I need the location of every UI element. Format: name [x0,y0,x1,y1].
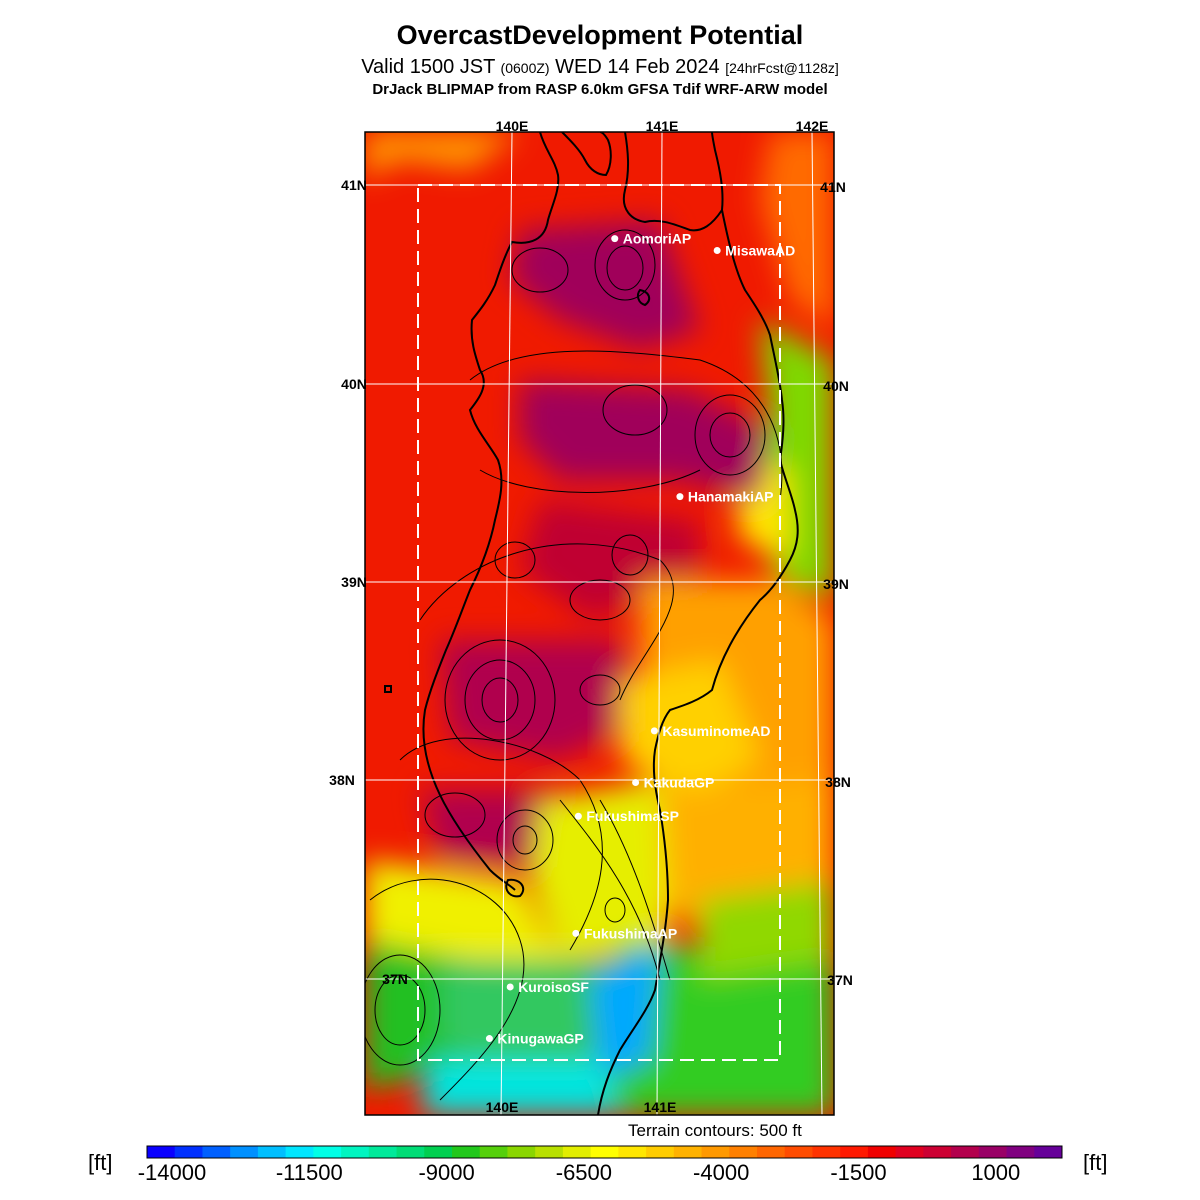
colorbar-swatch [368,1146,398,1158]
colorbar-tick-label: 1000 [971,1160,1020,1185]
station-marker [650,727,658,735]
chart-title: OvercastDevelopment Potential [396,20,804,50]
field-layer: AomoriAP MisawaAD HanamakiAP KasuminomeAD Ka… [365,132,834,1115]
colorbar-swatch [673,1146,703,1158]
forecast-map: AomoriAP MisawaAD HanamakiAP KasuminomeAD Ka… [329,118,853,1116]
lon-label-top: 142E [796,118,829,134]
station-label: FukushimaSP [586,808,679,824]
colorbar-swatch [784,1146,813,1158]
colorbar-swatch [341,1146,370,1158]
station-marker [676,493,684,501]
station-label: KinugawaGP [497,1031,583,1047]
colorbar-swatch [452,1146,481,1158]
colorbar-swatch [951,1146,980,1158]
lon-label-top: 140E [496,118,529,134]
lat-label-right: 38N [825,774,851,790]
colorbar-swatch [1034,1146,1063,1158]
valid-date: WED 14 Feb 2024 [555,56,720,78]
colorbar-swatch [1006,1146,1035,1158]
colorbar-swatch [840,1146,869,1158]
valid-utc: (0600Z) [500,60,550,76]
lat-label-right: 41N [820,179,846,195]
colorbar-swatch [701,1146,730,1158]
lat-label-left: 40N [341,376,367,392]
colorbar-swatch [479,1146,508,1158]
colorbar-swatch [729,1146,758,1158]
colorbar-swatch [867,1146,897,1158]
colorbar-swatch [507,1146,536,1158]
colorbar-swatch [646,1146,675,1158]
colorbar-swatch [396,1146,425,1158]
colorbar-border [146,1145,1063,1159]
station-marker [506,983,514,991]
lat-label-right: 40N [823,378,849,394]
colorbar-swatch [257,1146,287,1158]
lon-label-bottom: 141E [644,1099,677,1115]
colorbar-swatch [562,1146,592,1158]
colorbar-unit-left: [ft] [88,1150,113,1175]
colorbar-unit-right: [ft] [1083,1150,1108,1175]
station-label: KasuminomeAD [662,723,770,739]
station-label: MisawaAD [725,243,795,259]
map-frame [364,131,835,1116]
colorbar-swatch [285,1146,314,1158]
colorbar-swatch [978,1146,1008,1158]
graticule-labels: 140E 141E 142E 140E 141E 41N 40N 39N 38N… [329,118,853,1115]
colorbar-swatch [230,1146,259,1158]
colorbar-tick-label: -1500 [830,1160,886,1185]
colorbar-swatch [174,1146,203,1158]
station-marker [611,235,619,243]
colorbar-tick-label: -9000 [418,1160,474,1185]
graticule [365,132,834,1115]
lat-label-left: 39N [341,574,367,590]
station-label: AomoriAP [623,231,691,247]
lat-label-right: 37N [827,972,853,988]
lon-label-top: 141E [646,118,679,134]
colorbar-swatch [424,1146,453,1158]
station-marker [574,812,582,820]
colorbar-swatch [618,1146,647,1158]
valid-time-line: Valid 1500 JST (0600Z) WED 14 Feb 2024 [… [0,56,1200,79]
lat-label-left: 37N [382,971,408,987]
colorbar-tick-label: -14000 [138,1160,207,1185]
valid-prefix: Valid 1500 JST [361,56,495,78]
station-markers: AomoriAP MisawaAD HanamakiAP KasuminomeAD Ka… [485,231,795,1047]
forecast-tag: [24hrFcst@1128z] [725,60,839,76]
colorbar: -14000 -11500 -9000 -6500 -4000 -1500 1000 [138,1145,1063,1185]
colorbar-swatch [895,1146,924,1158]
domain-boundary [417,184,781,1061]
lat-label-right: 39N [823,576,849,592]
coastline [384,132,799,1115]
colorbar-tick-label: -11500 [276,1160,343,1185]
station-marker [572,929,580,937]
colorbar-swatch [590,1146,619,1158]
station-marker [713,247,721,255]
colorbar-swatch [923,1146,952,1158]
colorbar-swatch [535,1146,564,1158]
station-label: FukushimaAP [584,925,677,941]
colorbar-tick-label: -4000 [693,1160,749,1185]
station-label: KakudaGP [644,774,715,790]
station-label: KuroisoSF [518,979,589,995]
lat-label-left: 38N [329,772,355,788]
colorbar-swatch [147,1146,176,1158]
model-description: DrJack BLIPMAP from RASP 6.0km GFSA Tdif… [372,81,828,98]
station-label: HanamakiAP [688,489,774,505]
lat-label-left: 41N [341,177,367,193]
lon-label-bottom: 140E [486,1099,519,1115]
colorbar-swatch [812,1146,841,1158]
station-marker [632,778,640,786]
colorbar-swatch [202,1146,231,1158]
colorbar-swatch [313,1146,342,1158]
terrain-contours [365,229,783,1101]
field-shading [365,132,834,1115]
colorbar-tick-label: -6500 [556,1160,612,1185]
terrain-contour-note: Terrain contours: 500 ft [628,1121,802,1140]
colorbar-swatch [757,1146,786,1158]
station-marker [485,1035,493,1043]
